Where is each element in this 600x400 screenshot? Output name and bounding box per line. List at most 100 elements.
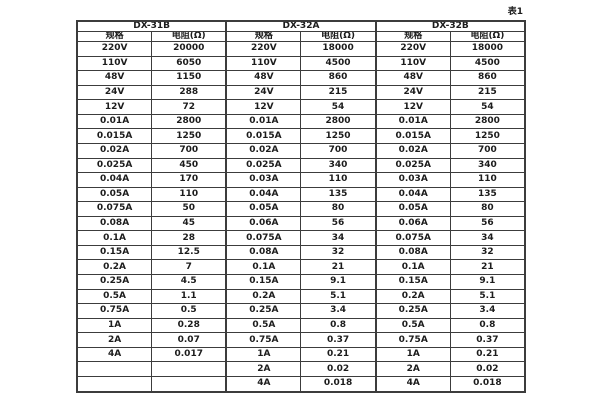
- spec-column-header: 规格: [76, 31, 153, 42]
- spec-cell: 0.08A: [76, 215, 153, 232]
- spec-cell: 0.01A: [375, 113, 451, 130]
- resistance-cell: 0.37: [300, 332, 377, 348]
- group-header-dx32b: DX-32B: [375, 20, 526, 32]
- table-row: 4A 0.017 1A 0.21 1A 0.21: [76, 346, 526, 363]
- resistance-cell: 2800: [151, 113, 228, 130]
- resistance-column-header: 电阻(Ω): [300, 31, 377, 42]
- resistance-cell: 1.1: [151, 288, 228, 305]
- spec-cell: 0.25A: [375, 303, 451, 319]
- resistance-cell: 32: [300, 244, 377, 261]
- resistance-cell: 3.4: [300, 303, 377, 319]
- resistance-cell: 0.017: [151, 346, 228, 363]
- resistance-cell: 56: [449, 215, 526, 232]
- resistance-cell: 34: [449, 230, 526, 246]
- resistance-cell: [151, 375, 228, 393]
- resistance-column-header: 电阻(Ω): [449, 31, 526, 42]
- resistance-cell: 1250: [449, 128, 526, 144]
- spec-cell: 12V: [225, 99, 302, 115]
- resistance-cell: 45: [151, 215, 228, 232]
- resistance-cell: 0.37: [449, 332, 526, 348]
- resistance-cell: 340: [300, 157, 377, 174]
- spec-cell: 0.05A: [375, 201, 451, 217]
- resistance-cell: 5.1: [300, 288, 377, 305]
- spec-cell: 0.01A: [76, 113, 153, 130]
- table-row: 110V 6050 110V 4500 110V 4500: [76, 55, 526, 72]
- spec-cell: 0.2A: [375, 288, 451, 305]
- resistance-cell: 0.07: [151, 332, 228, 348]
- spec-cell: 0.02A: [76, 142, 153, 159]
- resistance-cell: 54: [449, 99, 526, 115]
- table-row: 24V 288 24V 215 24V 215: [76, 84, 526, 101]
- table-row: 0.08A 45 0.06A 56 0.06A 56: [76, 215, 526, 232]
- spec-cell: 0.02A: [375, 142, 451, 159]
- resistance-cell: 0.018: [300, 375, 377, 393]
- spec-cell: [76, 375, 153, 393]
- spec-cell: 2A: [225, 361, 302, 377]
- spec-cell: 24V: [76, 84, 153, 101]
- spec-cell: [76, 361, 153, 377]
- resistance-cell: 0.02: [449, 361, 526, 377]
- table-row: 0.25A 4.5 0.15A 9.1 0.15A 9.1: [76, 274, 526, 290]
- resistance-cell: 28: [151, 230, 228, 246]
- resistance-cell: 80: [449, 201, 526, 217]
- resistance-cell: 700: [300, 142, 377, 159]
- spec-cell: 0.15A: [375, 274, 451, 290]
- resistance-cell: 21: [300, 259, 377, 275]
- spec-cell: 0.05A: [225, 201, 302, 217]
- spec-cell: 4A: [76, 346, 153, 363]
- resistance-cell: [151, 361, 228, 377]
- spec-cell: 0.5A: [76, 288, 153, 305]
- resistance-cell: 860: [449, 70, 526, 86]
- spec-cell: 110V: [76, 55, 153, 72]
- resistance-cell: 1250: [300, 128, 377, 144]
- spec-column-header: 规格: [225, 31, 302, 42]
- spec-cell: 1A: [76, 317, 153, 334]
- resistance-cell: 0.018: [449, 375, 526, 393]
- column-header-row: 规格 电阻(Ω) 规格 电阻(Ω) 规格 电阻(Ω): [76, 31, 526, 42]
- table-row: 48V 1150 48V 860 48V 860: [76, 70, 526, 86]
- spec-cell: 0.2A: [225, 288, 302, 305]
- spec-cell: 0.04A: [375, 186, 451, 203]
- table-row: 220V 20000 220V 18000 220V 18000: [76, 41, 526, 57]
- resistance-cell: 0.21: [300, 346, 377, 363]
- spec-cell: 0.25A: [225, 303, 302, 319]
- table-row: 0.05A 110 0.04A 135 0.04A 135: [76, 186, 526, 203]
- spec-column-header: 规格: [375, 31, 451, 42]
- spec-cell: 12V: [76, 99, 153, 115]
- spec-cell: 0.04A: [225, 186, 302, 203]
- resistance-cell: 0.28: [151, 317, 228, 334]
- spec-cell: 0.1A: [76, 230, 153, 246]
- spec-cell: 0.1A: [225, 259, 302, 275]
- resistance-cell: 4.5: [151, 274, 228, 290]
- resistance-cell: 2800: [449, 113, 526, 130]
- table-row: 1A 0.28 0.5A 0.8 0.5A 0.8: [76, 317, 526, 334]
- resistance-cell: 6050: [151, 55, 228, 72]
- resistance-cell: 21: [449, 259, 526, 275]
- spec-cell: 0.015A: [375, 128, 451, 144]
- spec-cell: 220V: [225, 41, 302, 57]
- resistance-column-header: 电阻(Ω): [151, 31, 228, 42]
- resistance-cell: 110: [151, 186, 228, 203]
- spec-cell: 0.025A: [375, 157, 451, 174]
- resistance-cell: 4500: [300, 55, 377, 72]
- spec-cell: 0.75A: [375, 332, 451, 348]
- resistance-cell: 50: [151, 201, 228, 217]
- resistance-cell: 340: [449, 157, 526, 174]
- table-body: 220V 20000 220V 18000 220V 18000 110V 6050 110V 4…: [76, 41, 526, 393]
- spec-cell: 0.08A: [375, 244, 451, 261]
- resistance-cell: 215: [449, 84, 526, 101]
- spec-cell: 2A: [375, 361, 451, 377]
- spec-cell: 0.5A: [225, 317, 302, 334]
- spec-cell: 0.75A: [225, 332, 302, 348]
- spec-cell: 0.015A: [76, 128, 153, 144]
- resistance-cell: 135: [449, 186, 526, 203]
- table-caption: 表1: [507, 7, 523, 17]
- spec-cell: 0.05A: [76, 186, 153, 203]
- spec-cell: 0.01A: [225, 113, 302, 130]
- resistance-cell: 20000: [151, 41, 228, 57]
- resistance-cell: 5.1: [449, 288, 526, 305]
- resistance-cell: 0.8: [300, 317, 377, 334]
- spec-cell: 110V: [225, 55, 302, 72]
- table-row: 0.075A 50 0.05A 80 0.05A 80: [76, 201, 526, 217]
- resistance-cell: 72: [151, 99, 228, 115]
